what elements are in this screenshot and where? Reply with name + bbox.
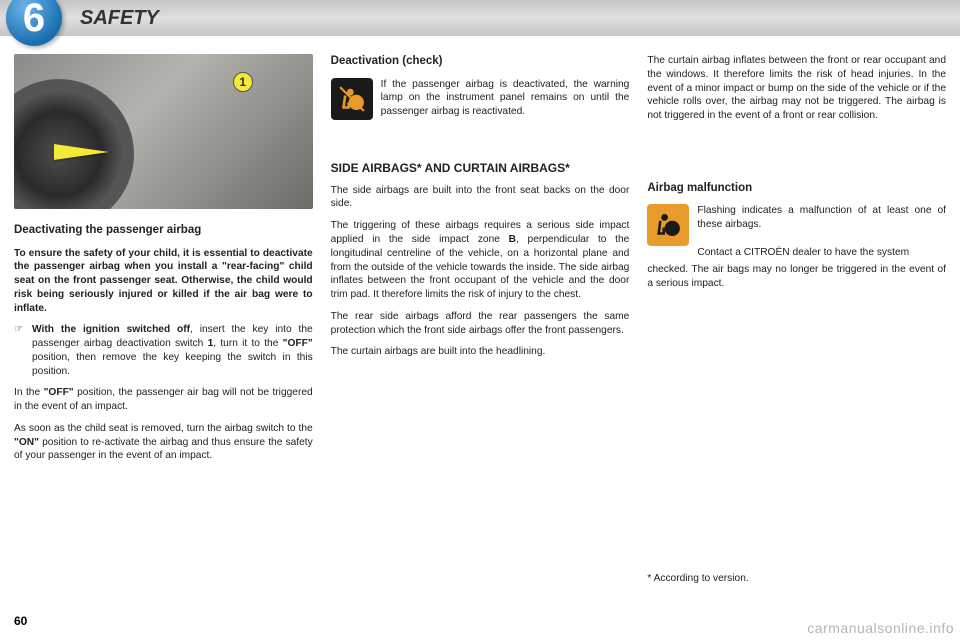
t2: Contact a CITROËN dealer to have the sys… [697, 247, 909, 258]
p-curtain: The curtain airbags are built into the h… [331, 345, 630, 359]
icon-text: Flashing indicates a malfunction of at l… [697, 204, 946, 259]
header-title: SAFETY [80, 7, 159, 30]
airbag-off-icon [331, 78, 373, 120]
p-curtain-inflates: The curtain airbag inflates between the … [647, 54, 946, 123]
watermark: carmanualsonline.info [807, 620, 954, 636]
p-on-position: As soon as the child seat is removed, tu… [14, 422, 313, 463]
page-number: 60 [14, 614, 27, 628]
header-bar: 6 SAFETY [0, 0, 960, 36]
t: In the [14, 387, 44, 398]
dashboard-photo: 1 [14, 54, 313, 209]
icon-text: If the passenger airbag is deactivated, … [381, 78, 630, 119]
bullet-rest2: , turn it to the [213, 338, 282, 349]
t1: Flashing indicates a malfunction of at l… [697, 205, 946, 230]
t-off: "OFF" [44, 387, 74, 398]
p-checked: checked. The air bags may no longer be t… [647, 263, 946, 291]
yellow-arrow-icon [54, 144, 109, 160]
airbag-warning-icon [647, 204, 689, 246]
p-rear-side: The rear side airbags afford the rear pa… [331, 310, 630, 338]
t-on: "ON" [14, 437, 39, 448]
bullet-pointer-icon: ☞ [14, 323, 26, 378]
t2: position to re-activate the airbag and t… [14, 437, 313, 462]
bullet-rest3: position, then remove the key keeping th… [32, 352, 313, 377]
t: As soon as the child seat is removed, tu… [14, 423, 313, 434]
page-body: 1 Deactivating the passenger airbag To e… [0, 36, 960, 596]
column-3: The curtain airbag inflates between the … [647, 54, 946, 586]
bullet-lead: With the ignition switched off [32, 324, 190, 335]
footnote: * According to version. [647, 572, 946, 586]
bullet-item: ☞ With the ignition switched off, insert… [14, 323, 313, 378]
subhead-malfunction: Airbag malfunction [647, 181, 946, 197]
zone-b: B [509, 234, 516, 245]
column-1: 1 Deactivating the passenger airbag To e… [14, 54, 313, 586]
callout-marker-1: 1 [233, 72, 253, 92]
bullet-text: With the ignition switched off, insert t… [32, 323, 313, 378]
icon-block-malfunction: Flashing indicates a malfunction of at l… [647, 204, 946, 259]
icon-block-deactivation: If the passenger airbag is deactivated, … [331, 78, 630, 120]
column-2: Deactivation (check) If the passenger ai… [331, 54, 630, 586]
p-side-built: The side airbags are built into the fron… [331, 184, 630, 212]
bullet-off: "OFF" [283, 338, 313, 349]
subhead-deactivation-check: Deactivation (check) [331, 54, 630, 70]
section-side-airbags: SIDE AIRBAGS* AND CURTAIN AIRBAGS* [331, 160, 630, 176]
subhead-deactivating: Deactivating the passenger airbag [14, 223, 313, 239]
p-off-position: In the "OFF" position, the passenger air… [14, 386, 313, 414]
warning-paragraph: To ensure the safety of your child, it i… [14, 247, 313, 316]
p-triggering: The triggering of these airbags requires… [331, 219, 630, 302]
